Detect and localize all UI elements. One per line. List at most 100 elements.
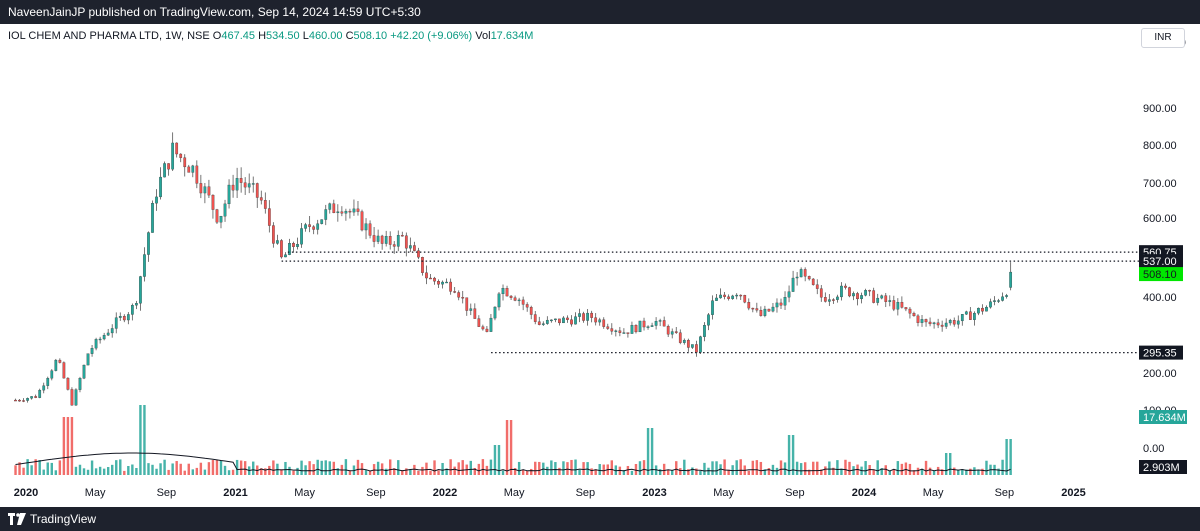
candle-body: [521, 299, 525, 305]
candle: [159, 167, 162, 200]
close-value: 508.10: [353, 30, 388, 42]
publisher-text: NaveenJainJP published on TradingView.co…: [8, 5, 421, 19]
candle: [102, 332, 106, 341]
candle: [247, 173, 251, 194]
candle: [328, 202, 332, 214]
volume-bar: [896, 461, 900, 475]
candle: [533, 310, 537, 325]
candle-body: [755, 308, 759, 311]
candle-body: [509, 295, 513, 298]
candle-body: [844, 285, 847, 288]
candle-body: [948, 320, 952, 324]
candle: [308, 216, 311, 233]
candle-body: [50, 370, 54, 379]
candle: [368, 220, 372, 239]
volume-bar: [106, 467, 110, 475]
candle: [203, 182, 207, 204]
candle-body: [699, 336, 702, 353]
candle: [896, 298, 900, 316]
candle: [517, 297, 521, 306]
volume-bar: [227, 470, 231, 475]
candle-body: [969, 311, 972, 320]
volume-bar: [981, 468, 984, 475]
candle-body: [775, 302, 779, 308]
candle-body: [823, 297, 827, 302]
price-chart[interactable]: 1,000.00900.00800.00700.00600.00400.0020…: [0, 24, 1200, 507]
candle-body: [433, 277, 436, 282]
candle-body: [255, 183, 259, 198]
candle: [267, 200, 271, 233]
candle: [404, 232, 408, 257]
candle: [239, 167, 243, 193]
candle-body: [977, 307, 980, 314]
candle-body: [864, 290, 867, 296]
volume-bar: [675, 461, 678, 475]
volume-bar: [876, 460, 879, 475]
candle-body: [304, 224, 307, 229]
candle: [827, 294, 831, 306]
volume-bar: [308, 461, 311, 475]
candle-body: [392, 244, 396, 247]
chart-area[interactable]: 1,000.00900.00800.00700.00600.00400.0020…: [0, 24, 1200, 507]
volume-bar: [578, 469, 581, 475]
candle-body: [880, 295, 884, 299]
candle-body: [892, 300, 896, 310]
candle-body: [654, 320, 658, 326]
candle: [501, 284, 505, 301]
candle-body: [707, 314, 710, 326]
x-tick-label: 2023: [642, 487, 666, 499]
volume-bar: [151, 464, 154, 475]
candle: [876, 293, 880, 306]
volume-bar: [872, 469, 875, 475]
candle: [485, 325, 489, 333]
volume-bar: [1005, 439, 1008, 475]
candle: [723, 291, 726, 300]
candle-body: [118, 316, 122, 318]
candle: [469, 303, 473, 316]
volume-bar: [98, 466, 102, 475]
volume-bar: [1001, 459, 1004, 475]
volume-bar: [239, 460, 243, 475]
candle: [340, 206, 344, 217]
candle: [594, 313, 598, 326]
candle: [14, 398, 17, 402]
candle: [666, 324, 670, 338]
candle: [223, 199, 227, 222]
volume-bar: [243, 461, 247, 475]
candle-body: [900, 301, 904, 308]
candle-body: [267, 208, 271, 226]
candle-body: [811, 278, 815, 285]
candle: [856, 291, 859, 306]
candle: [940, 320, 944, 332]
candle: [1005, 293, 1008, 299]
candle-body: [723, 294, 726, 297]
candle-body: [739, 294, 743, 297]
candle-body: [449, 281, 452, 292]
candle-body: [259, 197, 263, 201]
candle: [545, 316, 549, 325]
candle-body: [300, 228, 303, 245]
candle: [880, 294, 884, 300]
candle: [332, 199, 336, 214]
currency-button[interactable]: INR: [1141, 28, 1185, 48]
volume-bar: [570, 459, 573, 475]
volume-bar: [513, 468, 517, 475]
volume-bar: [102, 468, 106, 475]
candle: [126, 312, 130, 325]
candle-body: [453, 291, 457, 293]
candle-body: [191, 165, 195, 173]
candle-body: [799, 269, 803, 278]
open-value: 467.45: [221, 30, 255, 42]
candle: [743, 294, 747, 304]
candle-body: [852, 293, 855, 297]
candle-body: [981, 307, 984, 312]
x-tick-label: May: [85, 487, 106, 499]
volume-bar: [147, 463, 150, 475]
volume-bar: [751, 460, 755, 475]
candle-body: [1005, 295, 1008, 297]
candle-body: [513, 297, 517, 301]
volume-bar: [159, 463, 162, 475]
candle-body: [674, 331, 678, 333]
volume-bar: [731, 465, 734, 475]
candle-body: [719, 294, 722, 299]
